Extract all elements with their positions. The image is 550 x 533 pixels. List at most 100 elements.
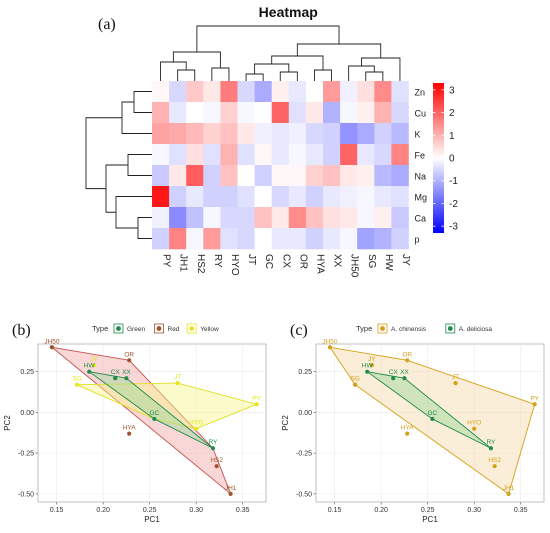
dendrogram-branch xyxy=(133,91,152,113)
y-tick-label: 0.25 xyxy=(298,369,312,376)
heatmap-cell xyxy=(340,144,358,166)
point-label: OR xyxy=(124,351,134,358)
y-tick-label: -0.25 xyxy=(18,451,34,458)
x-tick-label: 0.15 xyxy=(50,507,64,514)
heatmap-cell xyxy=(237,123,255,145)
data-point xyxy=(113,376,118,381)
heatmap-cell xyxy=(357,123,375,145)
heatmap-cell xyxy=(374,165,392,187)
heatmap-cell xyxy=(357,144,375,166)
dendrogram-branch xyxy=(271,55,324,70)
heatmap-cell xyxy=(305,207,324,229)
colorbar xyxy=(433,83,444,233)
heatmap-cell xyxy=(237,81,255,103)
point-label: GC xyxy=(149,410,159,417)
heatmap-cell xyxy=(340,186,358,208)
heatmap-cell xyxy=(271,207,290,229)
x-tick-label: 0.25 xyxy=(421,507,435,514)
dendrogram-branch xyxy=(85,117,122,190)
heatmap-cell xyxy=(288,228,307,250)
heatmap-cell xyxy=(254,123,272,145)
heatmap-cell xyxy=(323,81,341,103)
colorbar-tick-label: 3 xyxy=(449,85,455,96)
data-point xyxy=(175,380,180,386)
heatmap-col-label: JH1 xyxy=(178,254,189,272)
colorbar-tick-label: 1 xyxy=(449,131,455,142)
data-point xyxy=(127,431,132,436)
heatmap-cell xyxy=(288,123,307,145)
heatmap-cell xyxy=(323,123,341,145)
heatmap-cell xyxy=(152,186,170,208)
dendrogram-branch xyxy=(361,57,401,81)
heatmap-cell xyxy=(374,186,392,208)
heatmap-cell xyxy=(254,186,272,208)
data-point xyxy=(91,363,96,368)
heatmap-cell xyxy=(323,207,341,229)
heatmap-cell xyxy=(254,207,272,229)
heatmap-cell xyxy=(271,81,290,103)
data-point xyxy=(405,431,410,436)
point-label: RY xyxy=(208,439,218,446)
legend-marker xyxy=(116,326,121,331)
point-label: CX xyxy=(389,369,399,376)
y-tick-label: -0.50 xyxy=(296,491,312,498)
data-point xyxy=(472,426,477,431)
heatmap-cell xyxy=(186,207,204,229)
heatmap-cell xyxy=(152,123,170,145)
point-label: OR xyxy=(402,351,412,358)
heatmap-cell xyxy=(357,207,375,229)
data-point xyxy=(365,369,370,374)
heatmap-cell xyxy=(305,102,324,124)
legend: Type Green Red Yellow xyxy=(92,323,219,334)
heatmap-col-label: CX xyxy=(280,254,291,268)
point-label: JH1 xyxy=(503,485,515,492)
point-label: JH50 xyxy=(44,338,60,345)
heatmap-row-label: Zn xyxy=(415,88,426,98)
x-tick-label: 0.25 xyxy=(143,507,157,514)
heatmap-col-label: HYA xyxy=(314,254,325,274)
heatmap-cell xyxy=(169,123,187,145)
row-dendrogram xyxy=(85,91,152,239)
data-point xyxy=(391,376,396,381)
heatmap-cell xyxy=(220,123,238,145)
heatmap-cell xyxy=(254,144,272,166)
heatmap-cell xyxy=(391,123,409,145)
colorbar-tick-label: -3 xyxy=(449,222,458,233)
x-tick-label: 0.35 xyxy=(514,507,528,514)
heatmap-row-label: p xyxy=(415,235,420,245)
heatmap-cell xyxy=(254,81,272,103)
data-point xyxy=(492,464,497,469)
heatmap-title: Heatmap xyxy=(259,4,318,20)
point-label: HYO xyxy=(467,420,481,427)
heatmap-col-label: JT xyxy=(246,254,257,265)
heatmap-cell xyxy=(152,165,170,187)
point-label: SG xyxy=(350,376,359,383)
heatmap-cell xyxy=(288,81,307,103)
point-label: JT xyxy=(452,374,459,381)
heatmap-cell xyxy=(288,207,307,229)
heatmap-row-label: Ca xyxy=(415,214,427,224)
heatmap-cell xyxy=(169,165,187,187)
point-label: JT xyxy=(174,374,181,381)
heatmap-cell xyxy=(152,144,170,166)
heatmap-cell xyxy=(152,81,170,103)
legend-marker xyxy=(380,326,385,331)
heatmap-cell xyxy=(169,144,187,166)
heatmap-cell xyxy=(340,165,358,187)
heatmap-row-label: Cu xyxy=(415,109,427,119)
heatmap-chart: Heatmap Zn Cu K Fe Na Mg Ca p PY JH1 HS2 RY HYO JT GC CX… xyxy=(85,4,458,278)
dendrogram-branch xyxy=(279,71,298,81)
point-label: HW xyxy=(362,363,374,370)
heatmap-cell xyxy=(374,228,392,250)
y-tick-label: 0.00 xyxy=(20,410,34,417)
heatmap-cell xyxy=(323,102,341,124)
heatmap-cell xyxy=(169,207,187,229)
heatmap-cell xyxy=(152,228,170,250)
heatmap-col-label: HS2 xyxy=(195,254,206,274)
legend-marker xyxy=(447,326,453,331)
point-label: JY xyxy=(90,356,98,363)
heatmap-cell xyxy=(203,207,221,229)
heatmap-cell xyxy=(305,123,324,145)
heatmap-cell xyxy=(220,207,238,229)
heatmap-cell xyxy=(323,228,341,250)
